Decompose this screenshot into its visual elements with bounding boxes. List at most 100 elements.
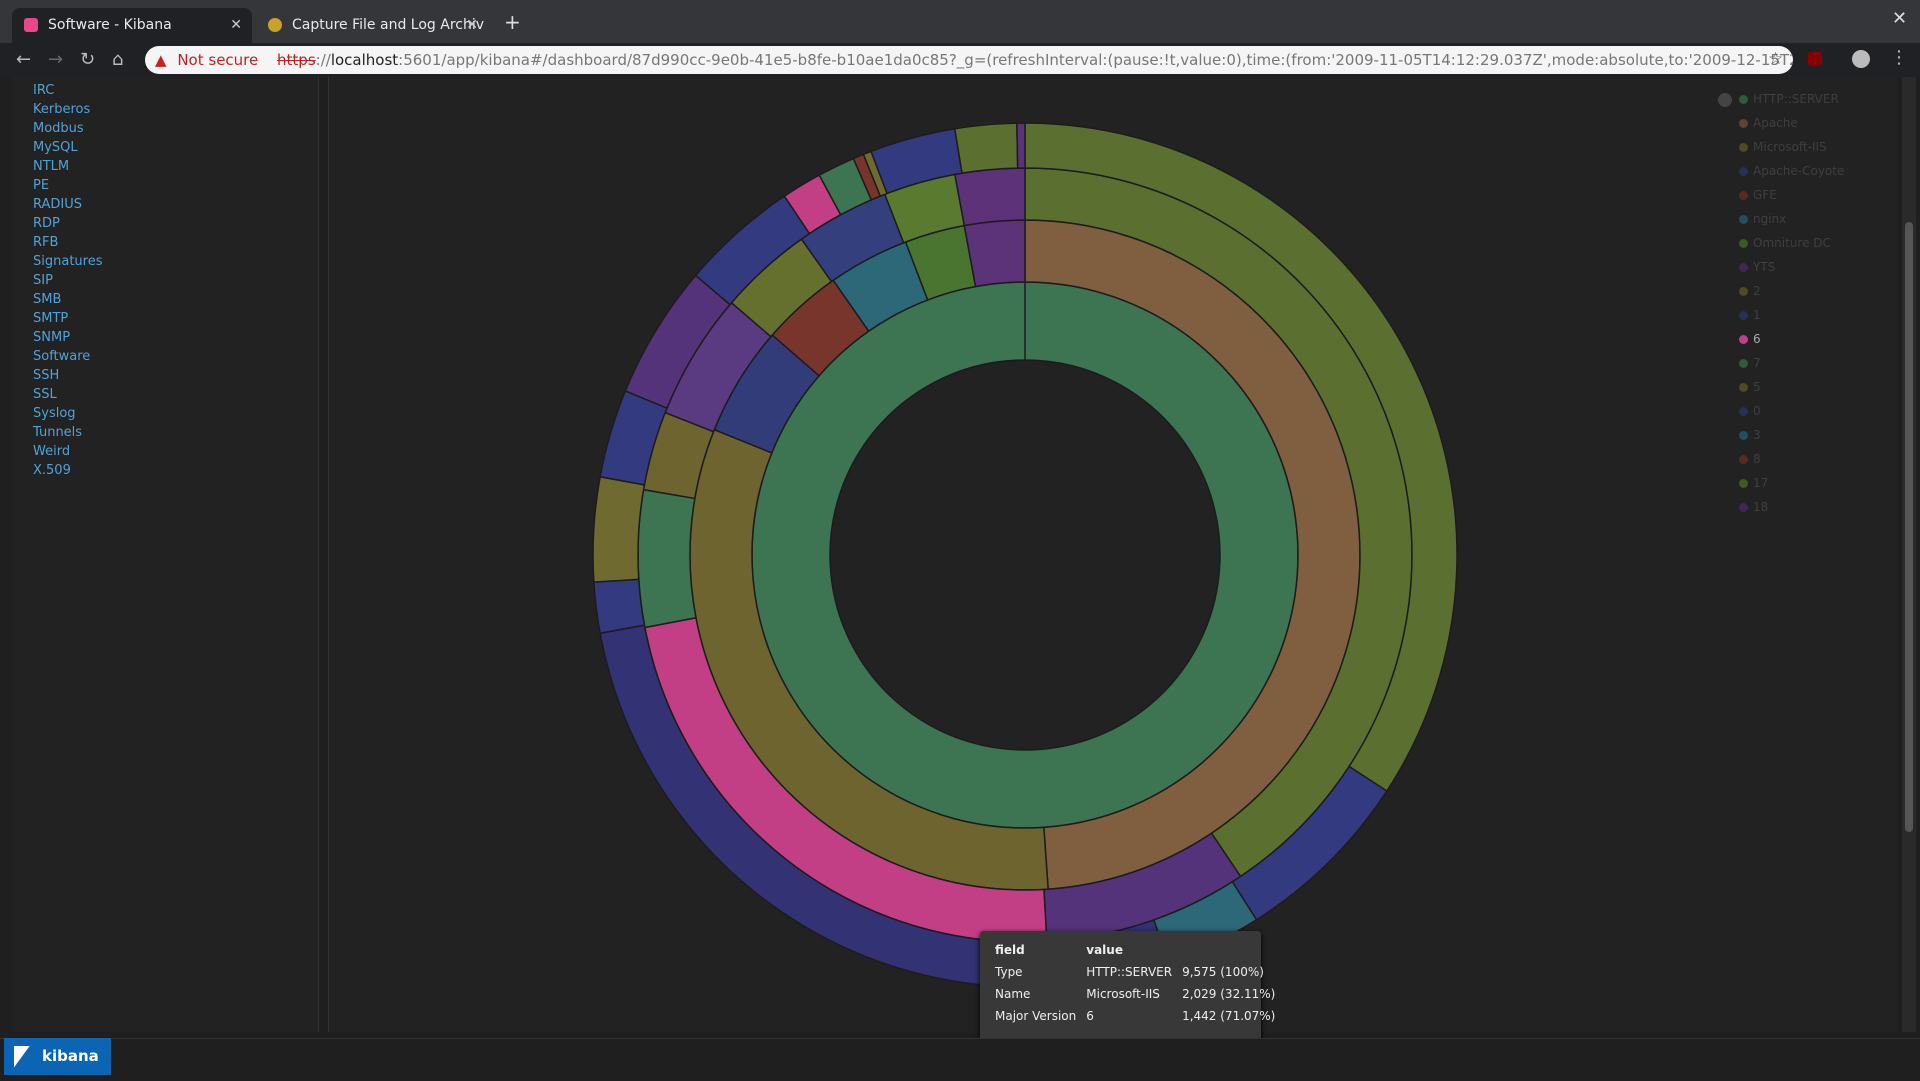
legend-item[interactable]: Omniture DC (1739, 236, 1831, 250)
legend-item[interactable]: 18 (1739, 500, 1768, 514)
bookmark-star[interactable]: ☆ (1768, 49, 1784, 69)
legend-item[interactable]: 5 (1739, 380, 1761, 394)
forward-button[interactable]: → (48, 49, 64, 70)
sunburst-segment[interactable] (963, 219, 1026, 288)
legend-label: Microsoft-IIS (1753, 140, 1827, 154)
tab-close[interactable]: ✕ (466, 17, 478, 33)
legend-label: YTS (1753, 260, 1776, 274)
sidebar-link[interactable]: NTLM (33, 159, 70, 174)
legend-label: 2 (1753, 284, 1761, 298)
tooltip-cell: Major Version (995, 1009, 1077, 1023)
legend-swatch (1739, 119, 1748, 128)
menu-button[interactable]: ⋮ (1890, 47, 1908, 68)
tooltip-cell: 9,575 (100%) (1182, 965, 1264, 979)
warning-icon: ▲ (155, 51, 167, 69)
tooltip-cell: 2,029 (32.11%) (1182, 987, 1276, 1001)
sidebar-link[interactable]: SIP (33, 273, 53, 288)
legend-swatch (1739, 95, 1748, 104)
legend-label: Apache-Coyote (1753, 164, 1845, 178)
legend-item[interactable]: nginx (1739, 212, 1786, 226)
sidebar-link[interactable]: RFB (33, 235, 59, 250)
url-path: :5601/app/kibana#/dashboard/87d990cc-9e0… (398, 51, 1793, 69)
legend-item[interactable]: HTTP::SERVER (1739, 92, 1839, 106)
legend-item[interactable]: Apache (1739, 116, 1798, 130)
sidebar-link[interactable]: SNMP (33, 330, 71, 345)
tab[interactable]: Capture File and Log Archiv ✕ (256, 8, 488, 43)
sidebar-link[interactable]: SMB (33, 292, 62, 307)
sidebar-link[interactable]: Kerberos (33, 102, 91, 117)
sunburst-segment[interactable] (751, 281, 1299, 829)
tooltip: field value Type HTTP::SERVER 9,575 (100%) Na… (980, 931, 1275, 1045)
window-close[interactable]: ✕ (1892, 8, 1908, 29)
sidebar-link[interactable]: SMTP (33, 311, 69, 326)
legend-label: 18 (1753, 500, 1769, 514)
sunburst-segment[interactable] (1016, 122, 1026, 169)
legend-label: 17 (1753, 476, 1769, 490)
legend-swatch (1739, 239, 1748, 248)
sidebar-link[interactable]: Weird (33, 444, 71, 459)
tooltip-header-cell: field (995, 943, 1025, 957)
back-button[interactable]: ← (16, 49, 32, 70)
sidebar-link[interactable]: IRC (33, 83, 55, 98)
legend-swatch (1739, 263, 1748, 272)
extension-icon[interactable] (1808, 52, 1822, 66)
legend-item[interactable]: Apache-Coyote (1739, 164, 1844, 178)
sunburst-segment[interactable] (953, 167, 1026, 227)
tab[interactable]: Software - Kibana ✕ (12, 8, 252, 43)
sidebar-link[interactable]: Signatures (33, 254, 103, 269)
legend-label: 1 (1753, 308, 1761, 322)
legend-item[interactable]: 2 (1739, 284, 1761, 298)
legend-swatch (1739, 359, 1748, 368)
sidebar-link[interactable]: Software (33, 349, 91, 364)
address-bar[interactable]: ▲ Not secure https://localhost:5601/app/… (145, 46, 1793, 74)
tab-bar: Software - Kibana ✕ Capture File and Log … (0, 0, 1920, 43)
legend-item[interactable]: 17 (1739, 476, 1768, 490)
legend-item[interactable]: 1 (1739, 308, 1761, 322)
sidebar-link[interactable]: MySQL (33, 140, 78, 155)
sidebar-link[interactable]: X.509 (33, 463, 71, 478)
sunburst-segment[interactable] (593, 578, 646, 635)
legend-toggle[interactable] (1718, 93, 1732, 107)
security-state[interactable]: Not secure (177, 51, 259, 69)
legend-item[interactable]: 7 (1739, 356, 1761, 370)
sidebar-link[interactable]: Syslog (33, 406, 76, 421)
legend-swatch (1739, 431, 1748, 440)
legend-item[interactable]: 0 (1739, 404, 1761, 418)
kibana-logo[interactable]: kibana (4, 1038, 111, 1075)
reload-button[interactable]: ↻ (80, 49, 96, 70)
sunburst-segment[interactable] (592, 475, 646, 583)
legend-item[interactable]: 6 (1739, 332, 1761, 346)
tooltip-cell: Name (995, 987, 1031, 1001)
tab-close[interactable]: ✕ (230, 17, 242, 33)
legend-swatch (1739, 287, 1748, 296)
tooltip-row: Name Microsoft-IIS 2,029 (32.11%) (990, 983, 1280, 1005)
sidebar-link[interactable]: RADIUS (33, 197, 83, 212)
legend-label: Apache (1753, 116, 1798, 130)
legend-swatch (1739, 311, 1748, 320)
new-tab[interactable]: + (504, 10, 521, 34)
tooltip-header: field value (990, 939, 1280, 961)
scrollbar-thumb[interactable] (1905, 222, 1913, 832)
sidebar-link[interactable]: Modbus (33, 121, 84, 136)
sidebar-link[interactable]: RDP (33, 216, 60, 231)
url-host: localhost (330, 51, 399, 69)
logo-text: kibana (42, 1047, 99, 1065)
sidebar-link[interactable]: PE (33, 178, 50, 193)
legend-item[interactable]: 8 (1739, 452, 1761, 466)
legend-label: 6 (1753, 332, 1761, 346)
scrollbar (1902, 77, 1916, 1032)
sidebar-link[interactable]: SSL (33, 387, 57, 402)
sunburst-segment[interactable] (637, 488, 697, 629)
legend-swatch (1739, 167, 1748, 176)
legend-item[interactable]: 3 (1739, 428, 1761, 442)
sunburst-segment[interactable] (953, 122, 1019, 175)
sidebar-link[interactable]: Tunnels (33, 425, 83, 440)
legend-item[interactable]: GFE (1739, 188, 1777, 202)
profile-icon[interactable] (1852, 50, 1870, 68)
legend-swatch (1739, 191, 1748, 200)
sidebar-link[interactable]: SSH (33, 368, 60, 383)
home-button[interactable]: ⌂ (112, 49, 124, 70)
legend-item[interactable]: Microsoft-IIS (1739, 140, 1827, 154)
legend-item[interactable]: YTS (1739, 260, 1775, 274)
